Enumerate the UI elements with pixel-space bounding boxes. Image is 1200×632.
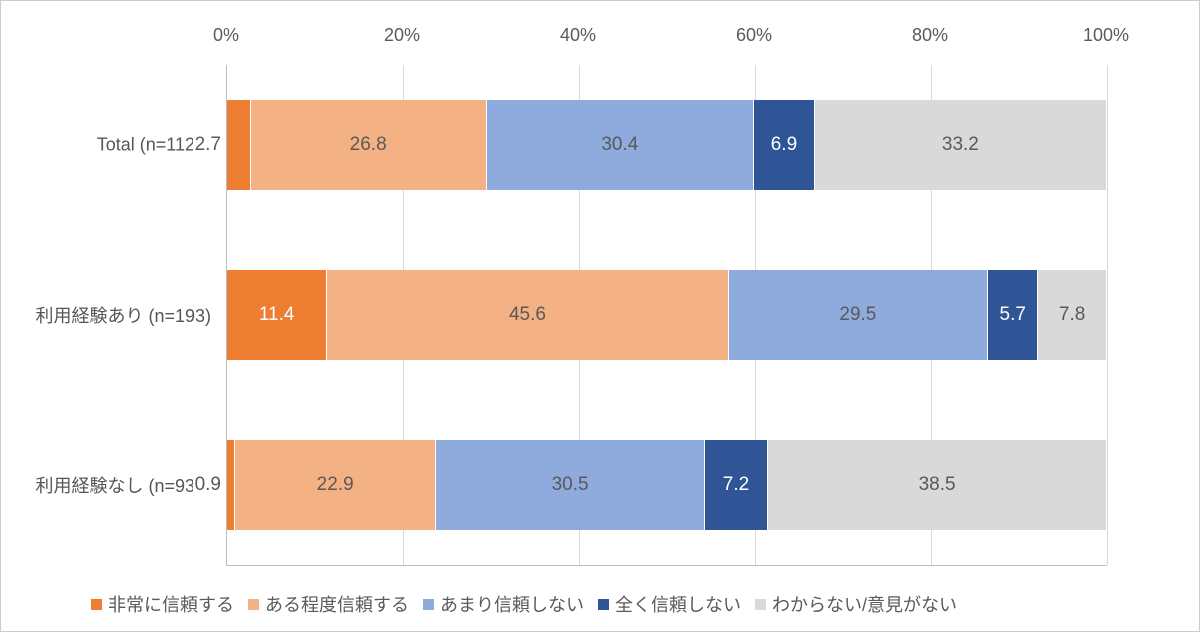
legend-item-some-trust: ある程度信頼する [248, 591, 409, 617]
legend-item-no-trust: 全く信頼しない [598, 591, 741, 617]
legend-swatch [248, 599, 259, 610]
seg-very-trust: 2.7 [227, 100, 251, 190]
gridline [1107, 65, 1108, 565]
seg-dont-know: 38.5 [768, 440, 1107, 530]
x-tick-40: 40% [560, 25, 596, 46]
legend-swatch [91, 599, 102, 610]
seg-some-trust: 22.9 [235, 440, 437, 530]
value-label: 30.5 [552, 474, 589, 496]
seg-some-trust: 45.6 [327, 270, 728, 360]
legend-label: 全く信頼しない [615, 591, 741, 617]
legend-item-very-trust: 非常に信頼する [91, 591, 234, 617]
value-label: 30.4 [601, 134, 638, 156]
value-label: 2.7 [193, 134, 223, 156]
value-label: 0.9 [193, 474, 223, 496]
legend-item-little-trust: あまり信頼しない [423, 591, 584, 617]
legend-item-dont-know: わからない/意見がない [755, 591, 957, 617]
legend: 非常に信頼する ある程度信頼する あまり信頼しない 全く信頼しない わからない/… [91, 591, 1179, 617]
value-label: 26.8 [350, 134, 387, 156]
seg-some-trust: 26.8 [251, 100, 487, 190]
seg-no-trust: 5.7 [988, 270, 1038, 360]
value-label: 7.8 [1059, 304, 1085, 326]
seg-little-trust: 30.5 [436, 440, 704, 530]
legend-swatch [423, 599, 434, 610]
seg-no-trust: 7.2 [705, 440, 768, 530]
y-label-2: 利用経験なし (n=933) [35, 472, 211, 498]
value-label: 5.7 [1000, 304, 1026, 326]
value-label: 45.6 [509, 304, 546, 326]
seg-little-trust: 30.4 [487, 100, 755, 190]
seg-little-trust: 29.5 [729, 270, 989, 360]
seg-very-trust: 11.4 [227, 270, 327, 360]
value-label: 11.4 [259, 304, 295, 326]
x-tick-20: 20% [384, 25, 420, 46]
plot-area: 2.7 26.8 30.4 6.9 33.2 11.4 45.6 [226, 65, 1107, 566]
value-label: 6.9 [771, 134, 797, 156]
bar-row-total: 2.7 26.8 30.4 6.9 33.2 [227, 100, 1107, 190]
seg-dont-know: 7.8 [1038, 270, 1107, 360]
x-tick-100: 100% [1083, 25, 1129, 46]
value-label: 29.5 [839, 304, 876, 326]
legend-label: 非常に信頼する [108, 591, 234, 617]
x-tick-80: 80% [912, 25, 948, 46]
value-label: 38.5 [919, 474, 956, 496]
y-label-1: 利用経験あり (n=193) [35, 302, 211, 328]
bar-row-no-experience: 0.9 22.9 30.5 7.2 38.5 [227, 440, 1107, 530]
seg-dont-know: 33.2 [815, 100, 1107, 190]
x-tick-0: 0% [213, 25, 239, 46]
x-tick-60: 60% [736, 25, 772, 46]
seg-very-trust: 0.9 [227, 440, 235, 530]
legend-label: あまり信頼しない [440, 591, 584, 617]
value-label: 7.2 [723, 474, 749, 496]
legend-swatch [598, 599, 609, 610]
value-label: 22.9 [317, 474, 354, 496]
seg-no-trust: 6.9 [754, 100, 815, 190]
legend-swatch [755, 599, 766, 610]
legend-label: わからない/意見がない [772, 591, 957, 617]
legend-label: ある程度信頼する [265, 591, 409, 617]
value-label: 33.2 [942, 134, 979, 156]
stacked-bar-chart: 0% 20% 40% 60% 80% 100% Total (n=1126) 利… [0, 0, 1200, 632]
bar-row-experienced: 11.4 45.6 29.5 5.7 7.8 [227, 270, 1107, 360]
